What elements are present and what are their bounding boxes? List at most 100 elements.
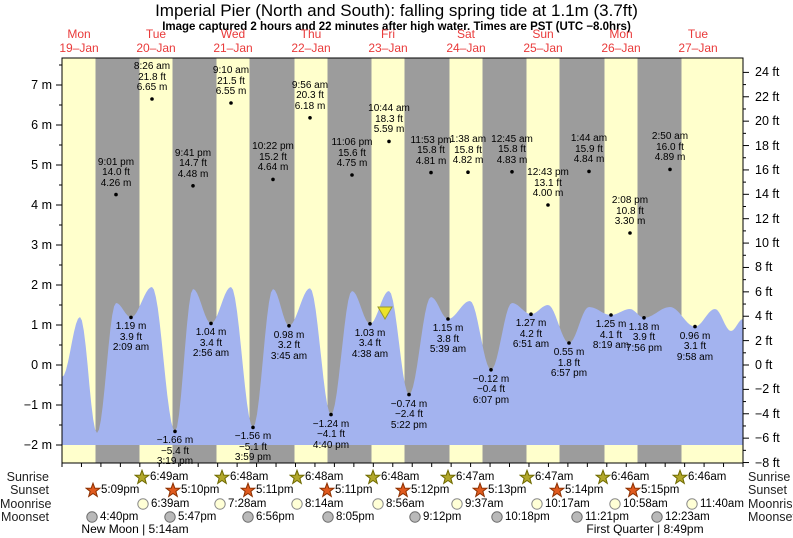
tide-extreme-dot bbox=[191, 184, 195, 188]
astro-row-label-left: Moonrise bbox=[0, 497, 52, 511]
chart-title: Imperial Pier (North and South): falling… bbox=[155, 1, 638, 20]
low-tide-annotation: 1.03 m 3.4 ft 4:38 am bbox=[351, 327, 389, 360]
feet-tick-label: −6 ft bbox=[755, 431, 780, 446]
tide-extreme-dot bbox=[209, 321, 213, 326]
moonset-icon bbox=[164, 511, 176, 523]
low-tide-annotation: 1.25 m 4.1 ft 8:19 am bbox=[592, 319, 630, 351]
feet-tick-label: −2 ft bbox=[755, 382, 780, 397]
moonset-icon bbox=[242, 511, 254, 523]
tide-extreme-dot bbox=[587, 169, 591, 174]
tide-extreme-dot bbox=[129, 315, 133, 320]
moonrise-icon bbox=[137, 498, 149, 510]
moonrise-icon bbox=[609, 498, 621, 510]
meters-tick-label: 1 m bbox=[31, 318, 52, 332]
high-tide-annotation: 9:56 am 20.3 ft 6.18 m bbox=[291, 79, 329, 112]
tide-extreme-dot bbox=[668, 167, 672, 172]
moonset-icon bbox=[322, 511, 334, 523]
tide-extreme-dot bbox=[150, 97, 154, 101]
high-tide-annotation: 11:53 pm 15.8 ft 4.81 m bbox=[410, 134, 452, 167]
sunset-star-icon bbox=[85, 482, 101, 498]
low-tide-annotation: −1.66 m −5.4 ft 3:19 pm bbox=[156, 435, 194, 468]
sunset-star-icon bbox=[549, 482, 565, 498]
moonset-icon bbox=[86, 511, 98, 523]
sunset-star-icon bbox=[319, 482, 335, 498]
moonset-icon bbox=[322, 511, 334, 523]
sunrise-time: 6:48am bbox=[381, 471, 420, 483]
moonrise-icon bbox=[291, 498, 303, 510]
moonset-icon bbox=[651, 511, 663, 523]
tide-extreme-dot bbox=[271, 177, 275, 182]
feet-tick-label: 22 ft bbox=[755, 89, 780, 104]
sunset-star-icon bbox=[549, 482, 565, 498]
tide-extreme-dot bbox=[229, 101, 233, 105]
sunrise-time: 6:49am bbox=[150, 471, 189, 483]
sunset-star-icon bbox=[240, 482, 256, 498]
tide-extreme-dot bbox=[287, 324, 291, 328]
tide-extreme-dot bbox=[489, 368, 493, 372]
feet-tick-label: 18 ft bbox=[755, 138, 780, 153]
sunrise-star-icon bbox=[214, 469, 230, 485]
low-tide-annotation: −0.74 m −2.4 ft 5:22 pm bbox=[390, 398, 428, 431]
feet-tick-label: 10 ft bbox=[755, 236, 780, 251]
tide-extreme-dot bbox=[567, 341, 571, 345]
high-tide-annotation: 11:06 pm 15.6 ft 4.75 m bbox=[331, 137, 373, 169]
sunrise-star-icon bbox=[440, 469, 456, 485]
sunrise-star-icon bbox=[595, 469, 611, 485]
moonset-icon bbox=[242, 511, 254, 523]
high-tide-annotation: 1:38 am 15.8 ft 4.82 m bbox=[449, 134, 487, 167]
high-tide-annotation: 2:50 am 16.0 ft 4.89 m bbox=[651, 131, 689, 164]
moonrise-icon bbox=[531, 498, 543, 510]
sunset-time: 5:14pm bbox=[565, 484, 604, 496]
tide-extreme-dot bbox=[407, 392, 411, 397]
moonrise-time: 6:39am bbox=[151, 498, 190, 510]
sunset-star-icon bbox=[165, 482, 181, 498]
sunrise-time: 6:47am bbox=[456, 471, 495, 483]
low-tide-annotation: 1.27 m 4.2 ft 6:51 am bbox=[512, 318, 550, 351]
moonrise-icon bbox=[686, 498, 698, 510]
meters-tick-label: 6 m bbox=[31, 118, 52, 132]
sunset-star-icon bbox=[319, 482, 335, 498]
high-tide-annotation: 8:26 am 21.8 ft 6.65 m bbox=[133, 61, 171, 93]
plot-frame bbox=[61, 57, 744, 464]
sunrise-star-icon bbox=[595, 469, 611, 485]
sunset-star-icon bbox=[240, 482, 256, 498]
meters-tick-label: 3 m bbox=[31, 238, 52, 252]
meters-tick-label: 7 m bbox=[31, 78, 52, 92]
sunset-time: 5:12pm bbox=[411, 484, 450, 496]
day-label: Mon 19–Jan bbox=[59, 27, 99, 55]
low-tide-annotation: 1.04 m 3.4 ft 2:56 am bbox=[192, 327, 230, 360]
sunrise-star-icon bbox=[365, 469, 381, 485]
moonset-icon bbox=[86, 511, 98, 523]
low-tide-annotation: 1.18 m 3.9 ft 7:56 pm bbox=[625, 321, 663, 354]
low-tide-annotation: 0.55 m 1.8 ft 6:57 pm bbox=[550, 347, 588, 379]
tide-extreme-dot bbox=[628, 231, 632, 235]
moon-phase-label: First Quarter | 8:49pm bbox=[586, 522, 704, 536]
sunrise-time: 6:47am bbox=[535, 471, 574, 483]
moonset-time: 12:23am bbox=[665, 511, 710, 523]
high-tide-annotation: 9:41 pm 14.7 ft 4.48 m bbox=[174, 147, 212, 180]
tide-extreme-dot bbox=[350, 173, 354, 177]
sunset-star-icon bbox=[472, 482, 488, 498]
moonrise-icon bbox=[137, 498, 149, 510]
moonrise-icon bbox=[531, 498, 543, 510]
moonrise-time: 8:14am bbox=[305, 498, 344, 510]
feet-tick-label: 20 ft bbox=[755, 114, 780, 129]
tide-extreme-dot bbox=[387, 139, 391, 144]
tide-extreme-dot bbox=[173, 429, 177, 434]
feet-tick-label: 12 ft bbox=[755, 211, 780, 226]
moonset-icon bbox=[491, 511, 503, 523]
astro-row-label-left: Sunset bbox=[10, 483, 49, 497]
tide-extreme-dot bbox=[251, 425, 255, 430]
moonrise-icon bbox=[372, 498, 384, 510]
astro-row-label-right: Sunset bbox=[748, 483, 787, 497]
moonset-icon bbox=[571, 511, 583, 523]
sunset-star-icon bbox=[85, 482, 101, 498]
moonrise-time: 11:40am bbox=[700, 498, 744, 510]
moonrise-icon bbox=[451, 498, 463, 510]
moonrise-icon bbox=[686, 498, 698, 510]
sunrise-time: 6:46am bbox=[611, 471, 650, 483]
moonrise-time: 7:28am bbox=[228, 498, 267, 510]
meters-tick-label: −1 m bbox=[23, 398, 52, 412]
astro-row-label-right: Moonset bbox=[748, 510, 793, 524]
moonset-time: 11:21pm bbox=[585, 511, 629, 523]
